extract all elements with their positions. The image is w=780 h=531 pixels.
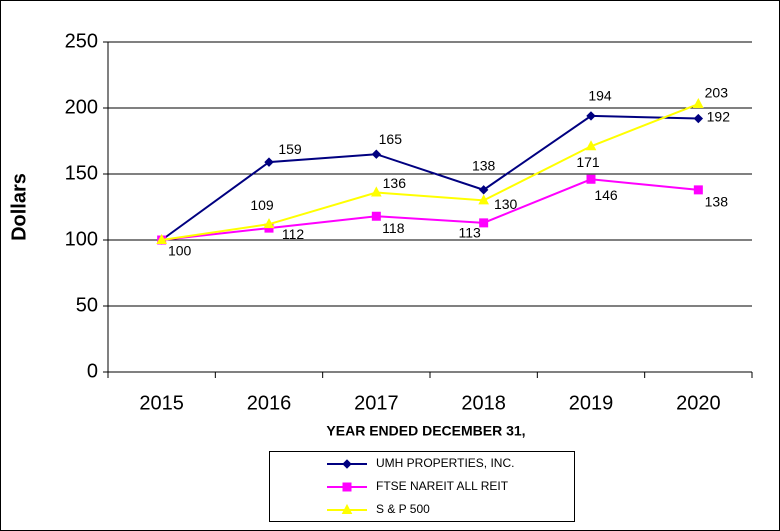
- data-label: 203: [705, 85, 729, 101]
- data-label: 118: [382, 220, 405, 236]
- data-label: 100: [168, 243, 192, 259]
- data-label: 146: [594, 187, 618, 203]
- marker: [693, 97, 704, 109]
- legend-marker: [342, 459, 352, 469]
- y-tick-label: 50: [76, 294, 98, 316]
- x-tick-label: 2015: [139, 392, 184, 414]
- y-tick-label: 0: [87, 360, 98, 382]
- marker: [585, 140, 597, 151]
- marker: [478, 185, 489, 195]
- marker: [263, 218, 275, 229]
- x-tick-label: 2020: [676, 392, 721, 414]
- series-line: [161, 114, 699, 241]
- x-axis-title: YEAR ENDED DECEMBER 31,: [326, 423, 525, 439]
- data-label: 138: [472, 158, 496, 174]
- marker: [693, 185, 703, 195]
- y-tick-label: 150: [65, 162, 98, 184]
- legend-marker: [342, 482, 352, 492]
- marker: [479, 218, 489, 228]
- marker: [371, 211, 381, 221]
- data-label: 136: [383, 175, 407, 191]
- marker: [371, 149, 382, 159]
- marker: [478, 194, 489, 205]
- data-label: 165: [379, 131, 403, 147]
- marker: [693, 113, 704, 124]
- data-label: 192: [707, 108, 731, 124]
- legend-label: FTSE NAREIT ALL REIT: [376, 479, 509, 493]
- marker: [371, 186, 382, 197]
- x-tick-label: 2019: [569, 392, 614, 414]
- marker: [586, 174, 596, 184]
- data-label: 171: [576, 154, 600, 170]
- data-label: 130: [494, 196, 518, 212]
- y-axis-title: Dollars: [8, 173, 30, 241]
- x-tick-label: 2017: [354, 392, 399, 414]
- series-line: [161, 178, 699, 241]
- y-tick-label: 100: [65, 228, 98, 250]
- data-label: 194: [588, 88, 612, 104]
- series-line: [161, 103, 699, 241]
- legend-label: S & P 500: [376, 502, 430, 516]
- marker: [156, 233, 167, 244]
- y-tick-label: 200: [65, 96, 98, 118]
- legend-box: [269, 451, 575, 522]
- legend-label: UMH PROPERTIES, INC.: [376, 456, 514, 470]
- data-label: 138: [705, 194, 729, 210]
- data-label: 159: [278, 141, 302, 157]
- marker: [586, 111, 596, 121]
- marker: [264, 157, 274, 167]
- legend-marker: [341, 503, 353, 514]
- x-tick-label: 2018: [461, 392, 506, 414]
- data-label: 112: [282, 226, 305, 242]
- y-tick-label: 250: [65, 30, 98, 52]
- data-label: 113: [459, 225, 482, 241]
- x-tick-label: 2016: [247, 392, 292, 414]
- data-label: 109: [250, 197, 274, 213]
